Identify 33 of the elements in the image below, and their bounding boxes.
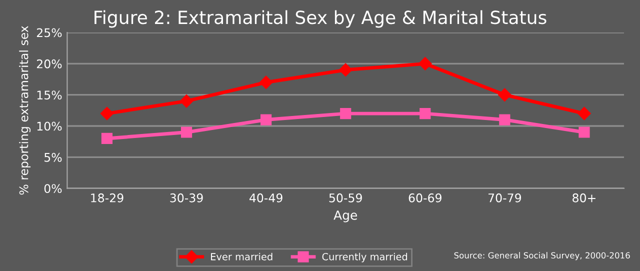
y-tick-label: 10% <box>37 122 62 131</box>
x-tick-label: 30-39 <box>170 193 203 202</box>
point <box>578 126 590 138</box>
point <box>100 106 114 120</box>
point <box>180 94 194 108</box>
y-tick-label: 25% <box>36 28 62 38</box>
source-note: Source: General Social Survey, 2000-2016 <box>454 252 630 260</box>
point <box>498 88 512 102</box>
y-tick-label: 15% <box>37 90 62 100</box>
y-axis-title: % reporting extramarital sex <box>19 26 31 195</box>
chart-title: Figure 2: Extramarital Sex by Age & Marital Status <box>94 10 546 28</box>
y-tick-label: 5% <box>44 152 62 162</box>
point <box>259 76 273 89</box>
x-tick-label: 80+ <box>572 193 596 202</box>
point <box>420 108 431 120</box>
point <box>180 126 192 138</box>
x-tick-label: 60-69 <box>408 193 442 202</box>
y-tick-label: 0% <box>44 184 62 193</box>
x-tick-label: 40-49 <box>249 193 282 202</box>
y-tick-label: 20% <box>36 59 62 68</box>
x-tick-label: 70-79 <box>488 193 522 202</box>
point <box>340 108 352 120</box>
point <box>101 132 113 144</box>
legend-label: Ever married <box>211 252 272 260</box>
point <box>418 57 432 70</box>
x-tick-label: 18-29 <box>91 193 124 202</box>
point <box>578 106 591 120</box>
legend-label: Currently married <box>322 252 408 262</box>
point <box>339 63 352 77</box>
point <box>499 114 510 126</box>
x-axis-title: Age <box>334 210 358 222</box>
point <box>260 114 272 126</box>
x-tick-label: 50-59 <box>329 193 362 202</box>
